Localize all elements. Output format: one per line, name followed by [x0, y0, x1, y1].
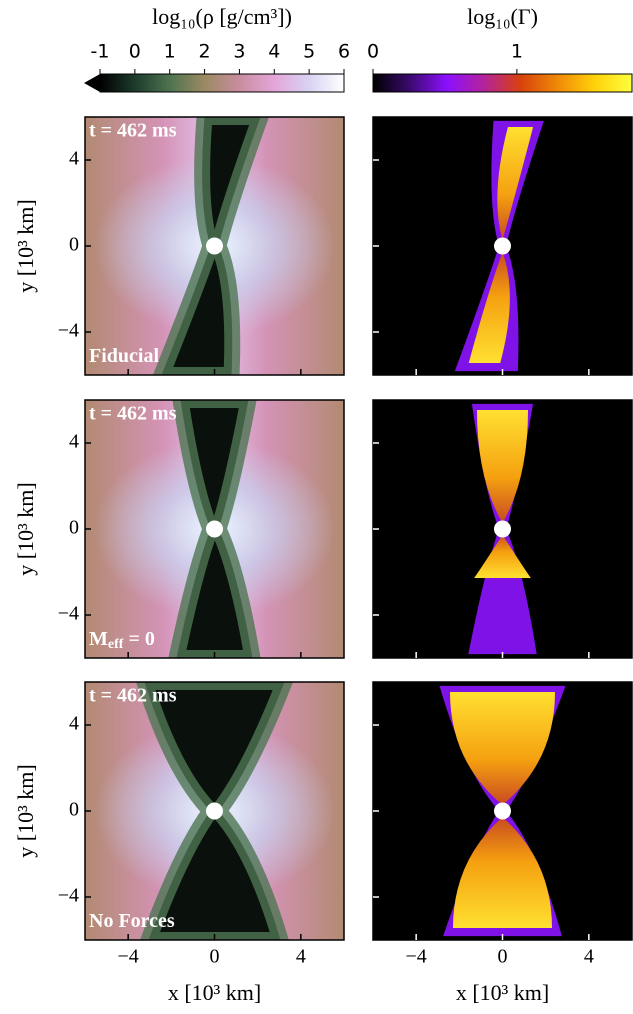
- y-axis-label: y [10³ km]: [13, 764, 38, 857]
- colorbar-extend: [84, 74, 100, 92]
- central-object: [206, 802, 223, 820]
- x-tick-label: −4: [406, 946, 427, 968]
- jet-bottom: [474, 535, 531, 579]
- colorbar-tick-label: 0: [367, 41, 379, 63]
- y-tick-label: 0: [69, 234, 79, 256]
- run-label-part: No Forces: [89, 910, 175, 932]
- x-tick-label: −4: [118, 946, 139, 968]
- y-tick-label: −4: [58, 603, 79, 625]
- y-tick-label: 4: [69, 148, 79, 170]
- colorbar-label: log₁₀(Γ): [467, 4, 538, 29]
- central-object: [206, 237, 223, 255]
- colorbar-tick-label: -1: [91, 41, 110, 63]
- y-tick-label: 0: [69, 517, 79, 539]
- x-axis-label: x [10³ km]: [456, 980, 549, 1005]
- central-object: [206, 520, 223, 538]
- jet-top: [477, 410, 528, 523]
- time-label: t = 462 ms: [89, 403, 177, 425]
- colorbar-tick-label: 0: [129, 41, 141, 63]
- y-axis-label: y [10³ km]: [13, 482, 38, 575]
- time-label: t = 462 ms: [89, 120, 177, 142]
- x-tick-label: 0: [498, 946, 508, 968]
- jet-top: [497, 127, 534, 240]
- colorbar-label: log₁₀(ρ [g/cm³]): [152, 4, 292, 29]
- central-object: [494, 802, 511, 820]
- colorbar-tick-label: 3: [233, 41, 245, 63]
- colorbar: [372, 73, 633, 93]
- y-tick-label: 4: [69, 431, 79, 453]
- jet-bottom: [453, 817, 552, 928]
- run-label: Meff = 0: [89, 628, 155, 653]
- y-tick-label: 0: [69, 799, 79, 821]
- colorbar-tick-label: 4: [268, 41, 280, 63]
- central-object: [494, 237, 511, 255]
- run-label: No Forces: [89, 910, 175, 932]
- colorbar: [99, 73, 345, 93]
- run-label-part: M: [89, 628, 108, 650]
- run-label-part: Fiducial: [89, 345, 159, 367]
- x-tick-label: 4: [296, 946, 306, 968]
- central-object: [494, 520, 511, 538]
- time-label: t = 462 ms: [89, 685, 177, 707]
- colorbar-tick-label: 2: [199, 41, 211, 63]
- x-tick-label: 0: [210, 946, 220, 968]
- jet-bottom: [468, 252, 510, 363]
- colorbar-tick-label: 5: [303, 41, 315, 63]
- x-axis-label: x [10³ km]: [168, 980, 261, 1005]
- y-axis-label: y [10³ km]: [13, 199, 38, 292]
- run-label: Fiducial: [89, 345, 159, 367]
- colorbar-tick-label: 1: [164, 41, 176, 63]
- y-tick-label: −4: [58, 320, 79, 342]
- colorbar-tick-label: 1: [511, 41, 523, 63]
- jet-top: [450, 692, 555, 805]
- run-label-part: eff: [108, 637, 124, 652]
- y-tick-label: 4: [69, 713, 79, 735]
- x-tick-label: 4: [584, 946, 594, 968]
- y-tick-label: −4: [58, 885, 79, 907]
- run-label-part: = 0: [123, 628, 154, 650]
- colorbar-tick-label: 6: [338, 41, 350, 63]
